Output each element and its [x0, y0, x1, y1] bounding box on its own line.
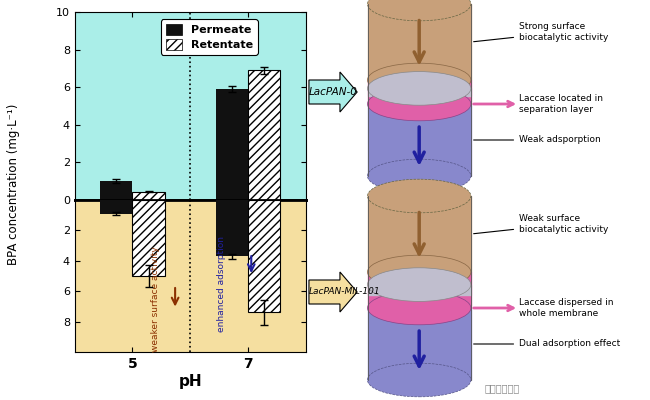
- Text: Weak adsporption: Weak adsporption: [474, 136, 601, 144]
- Ellipse shape: [367, 268, 471, 302]
- Bar: [248, 70, 280, 200]
- Ellipse shape: [367, 255, 471, 289]
- Bar: [216, 89, 248, 200]
- Ellipse shape: [367, 87, 471, 121]
- Ellipse shape: [367, 63, 471, 97]
- Bar: [367, 104, 471, 176]
- Text: Laccase dispersed in
whole membrane: Laccase dispersed in whole membrane: [519, 298, 614, 318]
- Ellipse shape: [367, 159, 471, 193]
- Text: 膜科学与工程: 膜科学与工程: [485, 383, 520, 393]
- FancyArrow shape: [309, 272, 358, 312]
- Ellipse shape: [367, 363, 471, 397]
- Ellipse shape: [367, 291, 471, 325]
- Bar: [367, 196, 471, 272]
- Text: BPA concentration (mg·L⁻¹): BPA concentration (mg·L⁻¹): [6, 103, 20, 265]
- Text: Weak surface
biocatalytic activity: Weak surface biocatalytic activity: [474, 214, 608, 234]
- Bar: [248, 200, 280, 312]
- Legend: Permeate, Retentate: Permeate, Retentate: [161, 20, 257, 54]
- X-axis label: pH: pH: [178, 374, 202, 389]
- Bar: [216, 200, 248, 256]
- Text: LacPAN-MIL-101: LacPAN-MIL-101: [309, 288, 380, 296]
- FancyArrow shape: [309, 72, 358, 112]
- Bar: [367, 88, 471, 96]
- Text: Strong surface
biocatalytic activity: Strong surface biocatalytic activity: [474, 22, 608, 42]
- Bar: [367, 80, 471, 104]
- Ellipse shape: [367, 179, 471, 213]
- Bar: [367, 308, 471, 380]
- Text: Laccase located in
separation layer: Laccase located in separation layer: [519, 94, 603, 114]
- Text: weaker surface activity: weaker surface activity: [151, 246, 160, 352]
- Ellipse shape: [367, 0, 471, 21]
- Bar: [133, 192, 164, 200]
- Text: enhanced adsorption: enhanced adsorption: [217, 236, 226, 332]
- Text: LacPAN-0: LacPAN-0: [309, 87, 358, 97]
- Bar: [100, 200, 133, 214]
- Ellipse shape: [367, 72, 471, 105]
- Bar: [367, 272, 471, 308]
- Bar: [367, 285, 471, 295]
- Bar: [133, 200, 164, 276]
- Text: Dual adsorption effect: Dual adsorption effect: [474, 340, 620, 348]
- Bar: [367, 4, 471, 80]
- Bar: [100, 181, 133, 200]
